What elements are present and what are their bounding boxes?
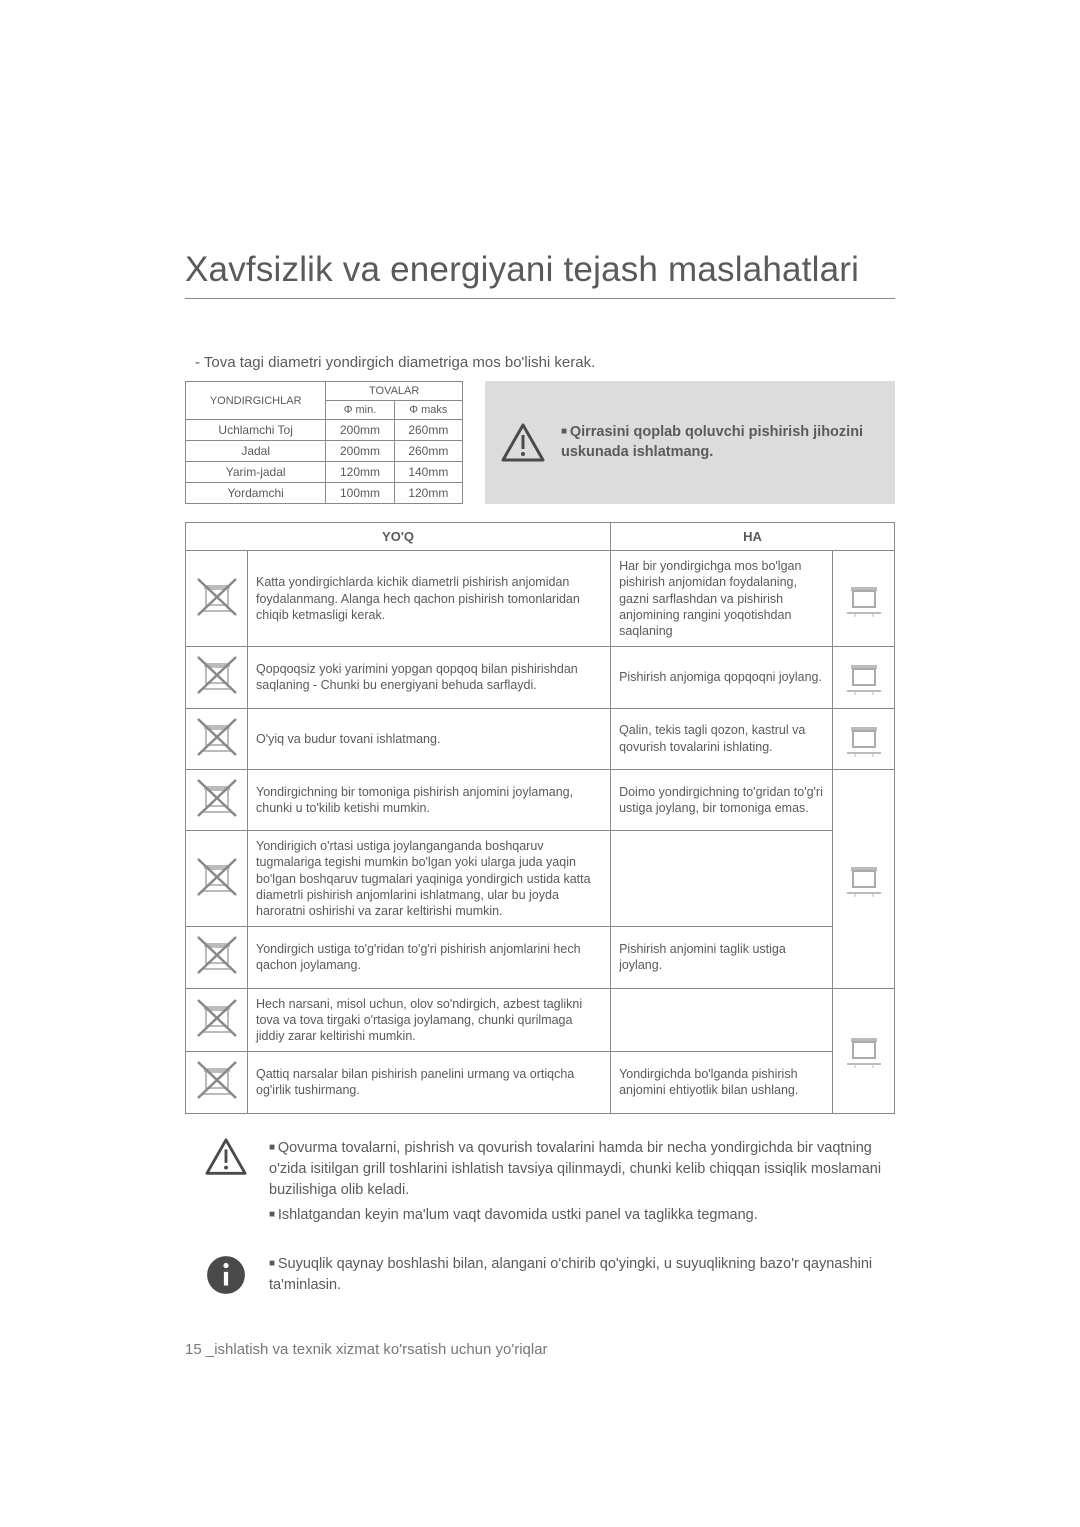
- no-icon: [186, 647, 248, 708]
- callout1-line2: Ishlatgandan keyin ma'lum vaqt davomida …: [269, 1205, 895, 1226]
- no-text: Katta yondirgichlarda kichik diametrli p…: [248, 551, 611, 647]
- no-icon: [186, 831, 248, 927]
- table-cell: 100mm: [326, 483, 394, 504]
- warning-text: Qirrasini qoplab qoluvchi pishirish jiho…: [561, 423, 879, 462]
- table-cell: 120mm: [326, 462, 394, 483]
- no-text: Yondirgichning bir tomoniga pishirish an…: [248, 769, 611, 830]
- yes-text: Yondirgichda bo'lganda pishirish anjomin…: [611, 1052, 833, 1113]
- table-cell: Yarim-jadal: [186, 462, 326, 483]
- yes-text: [611, 831, 833, 927]
- yes-icon: [833, 647, 895, 708]
- callout2-text: Suyuqlik qaynay boshlashi bilan, alangan…: [269, 1254, 895, 1296]
- table-cell: 140mm: [394, 462, 462, 483]
- no-header: YO'Q: [186, 523, 611, 551]
- info-icon: [205, 1254, 247, 1301]
- table-cell: 120mm: [394, 483, 462, 504]
- table-cell: 260mm: [394, 441, 462, 462]
- table-cell: Uchlamchi Toj: [186, 420, 326, 441]
- no-icon: [186, 708, 248, 769]
- yes-text: Doimo yondirgichning to'gridan to'g'ri u…: [611, 769, 833, 830]
- no-text: O'yiq va budur tovani ishlatmang.: [248, 708, 611, 769]
- table-cell: Yordamchi: [186, 483, 326, 504]
- yes-icon: [833, 551, 895, 647]
- sizes-table: YONDIRGICHLAR TOVALAR Φ min. Φ maks Uchl…: [185, 381, 463, 504]
- yes-text: Har bir yondirgichga mos bo'lgan pishiri…: [611, 551, 833, 647]
- th-burner: YONDIRGICHLAR: [186, 382, 326, 420]
- page-footer: 15 _ishlatish va texnik xizmat ko'rsatis…: [185, 1341, 895, 1358]
- intro-text: - Tova tagi diametri yondirgich diametri…: [195, 354, 895, 371]
- no-icon: [186, 551, 248, 647]
- page-title: Xavfsizlik va energiyani tejash maslahat…: [185, 250, 895, 299]
- table-cell: Jadal: [186, 441, 326, 462]
- no-text: Hech narsani, misol uchun, olov so'ndirg…: [248, 988, 611, 1052]
- no-icon: [186, 1052, 248, 1113]
- no-icon: [186, 769, 248, 830]
- table-cell: 260mm: [394, 420, 462, 441]
- no-text: Yondirigich o'rtasi ustiga joylangangand…: [248, 831, 611, 927]
- no-text: Yondirgich ustiga to'g'ridan to'g'ri pis…: [248, 927, 611, 988]
- no-text: Qopqoqsiz yoki yarimini yopgan qopqoq bi…: [248, 647, 611, 708]
- table-cell: 200mm: [326, 441, 394, 462]
- yes-icon: [833, 769, 895, 988]
- th-max: Φ maks: [394, 401, 462, 420]
- no-text: Qattiq narsalar bilan pishirish panelini…: [248, 1052, 611, 1113]
- no-icon: [186, 988, 248, 1052]
- th-min: Φ min.: [326, 401, 394, 420]
- yes-header: HA: [611, 523, 895, 551]
- yes-icon: [833, 708, 895, 769]
- warning-box: Qirrasini qoplab qoluvchi pishirish jiho…: [485, 381, 895, 504]
- table-cell: 200mm: [326, 420, 394, 441]
- yes-text: Qalin, tekis tagli qozon, kastrul va qov…: [611, 708, 833, 769]
- dos-donts-table: YO'Q HA Katta yondirgichlarda kichik dia…: [185, 522, 895, 1114]
- warning-icon: [501, 423, 545, 463]
- yes-icon: [833, 988, 895, 1113]
- callout-warning: Qovurma tovalarni, pishrish va qovurish …: [185, 1138, 895, 1230]
- yes-text: Pishirish anjomini taglik ustiga joylang…: [611, 927, 833, 988]
- th-group: TOVALAR: [326, 382, 463, 401]
- no-icon: [186, 927, 248, 988]
- callout-info: Suyuqlik qaynay boshlashi bilan, alangan…: [185, 1254, 895, 1301]
- callout1-line1: Qovurma tovalarni, pishrish va qovurish …: [269, 1138, 895, 1201]
- warning-icon: [205, 1138, 247, 1181]
- yes-text: Pishirish anjomiga qopqoqni joylang.: [611, 647, 833, 708]
- yes-text: [611, 988, 833, 1052]
